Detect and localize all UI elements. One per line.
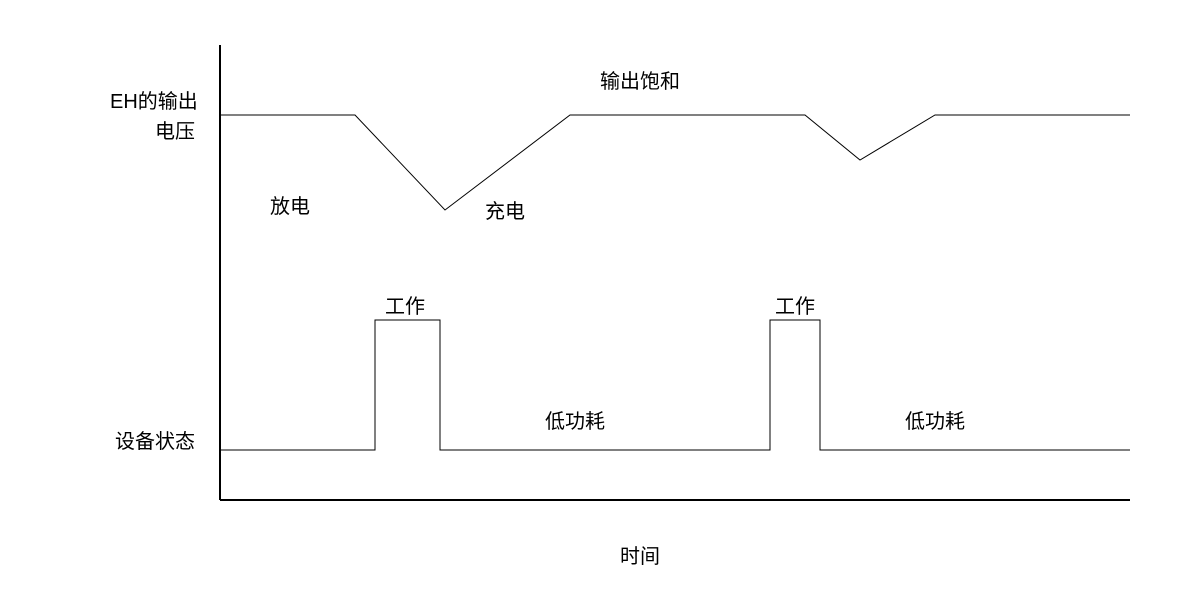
- voltage-waveform: [220, 115, 1130, 210]
- device-state-label: 设备状态: [115, 425, 195, 454]
- x-axis-label: 时间: [620, 540, 660, 569]
- discharge-label: 放电: [270, 190, 310, 219]
- active-label-2: 工作: [775, 290, 815, 319]
- low-power-label-1: 低功耗: [545, 405, 605, 434]
- charge-label: 充电: [485, 195, 525, 224]
- timing-diagram: EH的输出 电压 设备状态 时间 输出饱和 放电 充电 工作 工作 低功耗 低功…: [0, 0, 1185, 595]
- y-axis-label-line1: EH的输出: [110, 85, 198, 114]
- active-label-1: 工作: [385, 290, 425, 319]
- low-power-label-2: 低功耗: [905, 405, 965, 434]
- y-axis-label-line2: 电压: [155, 115, 195, 144]
- state-waveform: [220, 320, 1130, 450]
- output-saturation-label: 输出饱和: [600, 65, 680, 94]
